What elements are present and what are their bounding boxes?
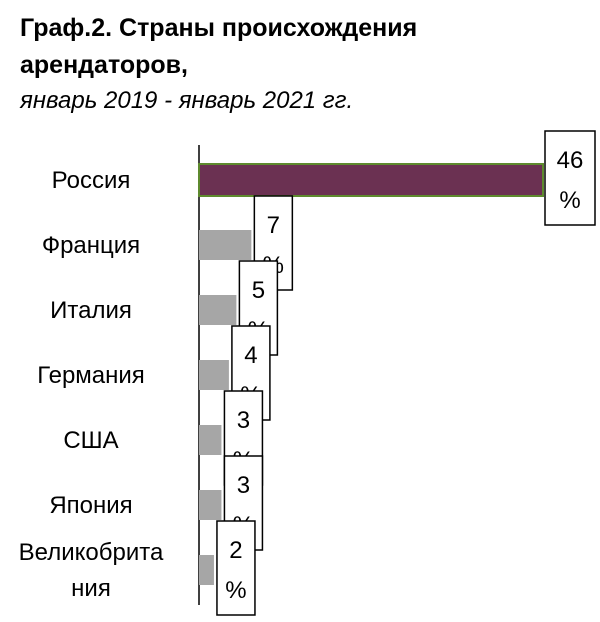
bar bbox=[199, 360, 229, 390]
data-label: 46 bbox=[557, 147, 584, 174]
category-label: Франция bbox=[42, 232, 140, 259]
bar bbox=[198, 163, 544, 197]
data-label: 2 bbox=[229, 537, 242, 564]
category-label: Япония bbox=[49, 492, 132, 519]
data-label-unit: % bbox=[225, 577, 246, 604]
data-label: 3 bbox=[237, 472, 250, 499]
data-label: 7 bbox=[267, 212, 280, 239]
chart-subtitle: январь 2019 - январь 2021 гг. bbox=[20, 87, 354, 114]
category-label: Россия bbox=[52, 167, 131, 194]
data-label-box bbox=[544, 130, 596, 226]
category-label: США bbox=[63, 427, 118, 454]
category-label: Великобрита bbox=[19, 539, 164, 566]
bar bbox=[199, 295, 237, 325]
data-label-unit: % bbox=[559, 187, 580, 214]
data-label-box bbox=[216, 520, 256, 616]
bar bbox=[199, 555, 214, 585]
title-block: Граф.2. Страны происхождения арендаторов… bbox=[20, 10, 590, 118]
bar bbox=[199, 230, 252, 260]
data-label: 4 bbox=[244, 342, 257, 369]
category-label: Италия bbox=[50, 297, 132, 324]
data-label: 3 bbox=[237, 407, 250, 434]
chart-title: Граф.2. Страны происхождения арендаторов… bbox=[20, 14, 418, 79]
data-label: 5 bbox=[252, 277, 265, 304]
bar bbox=[199, 425, 222, 455]
category-label: Германия bbox=[37, 362, 145, 389]
category-label: ния bbox=[71, 575, 111, 602]
bar bbox=[199, 490, 222, 520]
